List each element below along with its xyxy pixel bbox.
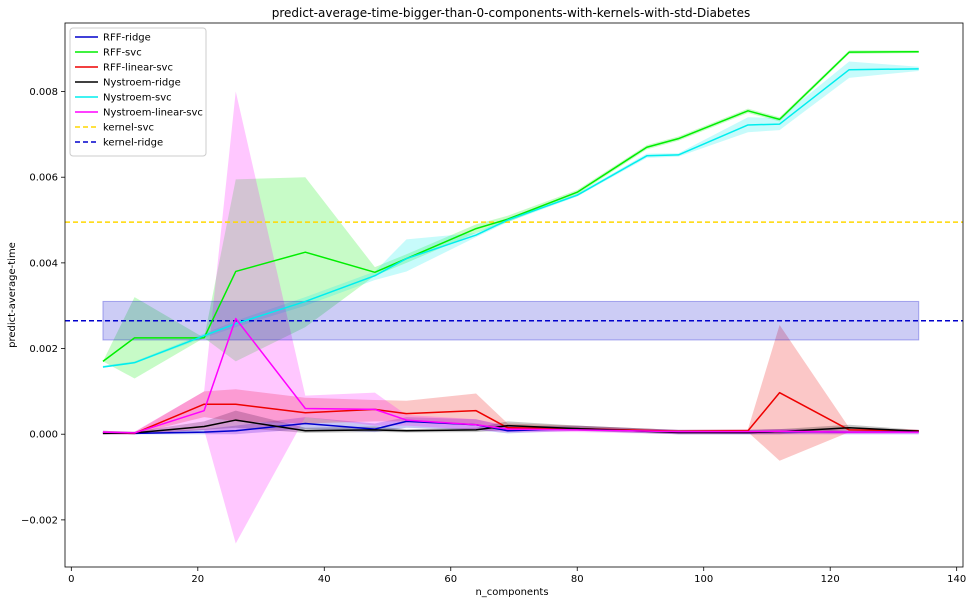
line-nystroem-linear-svc bbox=[102, 317, 919, 434]
y-tick-label: 0.002 bbox=[29, 344, 58, 355]
confidence-bands bbox=[102, 50, 920, 544]
chart-title: predict-average-time-bigger-than-0-compo… bbox=[272, 6, 751, 20]
legend-frame bbox=[69, 27, 207, 157]
legend: RFF-ridge RFF-svc RFF-linear-svc Nystroem-r… bbox=[69, 27, 207, 157]
legend-label-rff-svc: RFF-svc bbox=[103, 48, 142, 59]
legend-label-rff-linear-svc: RFF-linear-svc bbox=[103, 63, 173, 74]
y-tick-label: −0.002 bbox=[21, 515, 58, 526]
series-lines bbox=[102, 50, 919, 435]
x-tick-label: 60 bbox=[444, 574, 457, 585]
x-tick-label: 140 bbox=[947, 574, 966, 585]
legend-label-nystroem-linear-svc: Nystroem-linear-svc bbox=[103, 108, 203, 119]
y-tick-label: 0.006 bbox=[29, 173, 58, 184]
y-tick-label: 0.000 bbox=[29, 430, 58, 441]
legend-label-kernel-ridge: kernel-ridge bbox=[103, 138, 163, 149]
band-nystroem-ridge bbox=[102, 410, 919, 435]
legend-label-kernel-svc: kernel-svc bbox=[103, 123, 154, 134]
legend-label-nystroem-svc: Nystroem-svc bbox=[103, 93, 172, 104]
line-rff-linear-svc bbox=[102, 391, 919, 435]
legend-label-nystroem-ridge: Nystroem-ridge bbox=[103, 78, 181, 89]
legend-label-rff-ridge: RFF-ridge bbox=[103, 33, 151, 44]
x-tick-label: 100 bbox=[694, 574, 713, 585]
x-axis: 0 20 40 60 80 100 120 140 bbox=[68, 567, 966, 585]
plot-frame bbox=[64, 22, 964, 568]
x-tick-label: 120 bbox=[821, 574, 840, 585]
x-axis-title: n_components bbox=[475, 587, 548, 598]
band-rff-svc bbox=[102, 50, 919, 379]
kernel-baselines bbox=[65, 221, 963, 322]
x-tick-label: 80 bbox=[571, 574, 584, 585]
line-nystroem-svc bbox=[102, 68, 919, 368]
band-kernel-ridge bbox=[102, 300, 920, 341]
y-tick-label: 0.004 bbox=[29, 258, 58, 269]
x-tick-label: 20 bbox=[191, 574, 204, 585]
x-tick-label: 0 bbox=[68, 574, 74, 585]
x-tick-label: 40 bbox=[318, 574, 331, 585]
band-rff-ridge bbox=[102, 417, 919, 435]
y-axis: −0.002 0.000 0.002 0.004 0.006 0.008 bbox=[21, 87, 65, 526]
band-nystroem-svc bbox=[102, 61, 919, 368]
y-axis-title: predict-average-time bbox=[7, 242, 18, 348]
line-rff-svc bbox=[102, 50, 919, 362]
y-tick-label: 0.008 bbox=[29, 87, 58, 98]
